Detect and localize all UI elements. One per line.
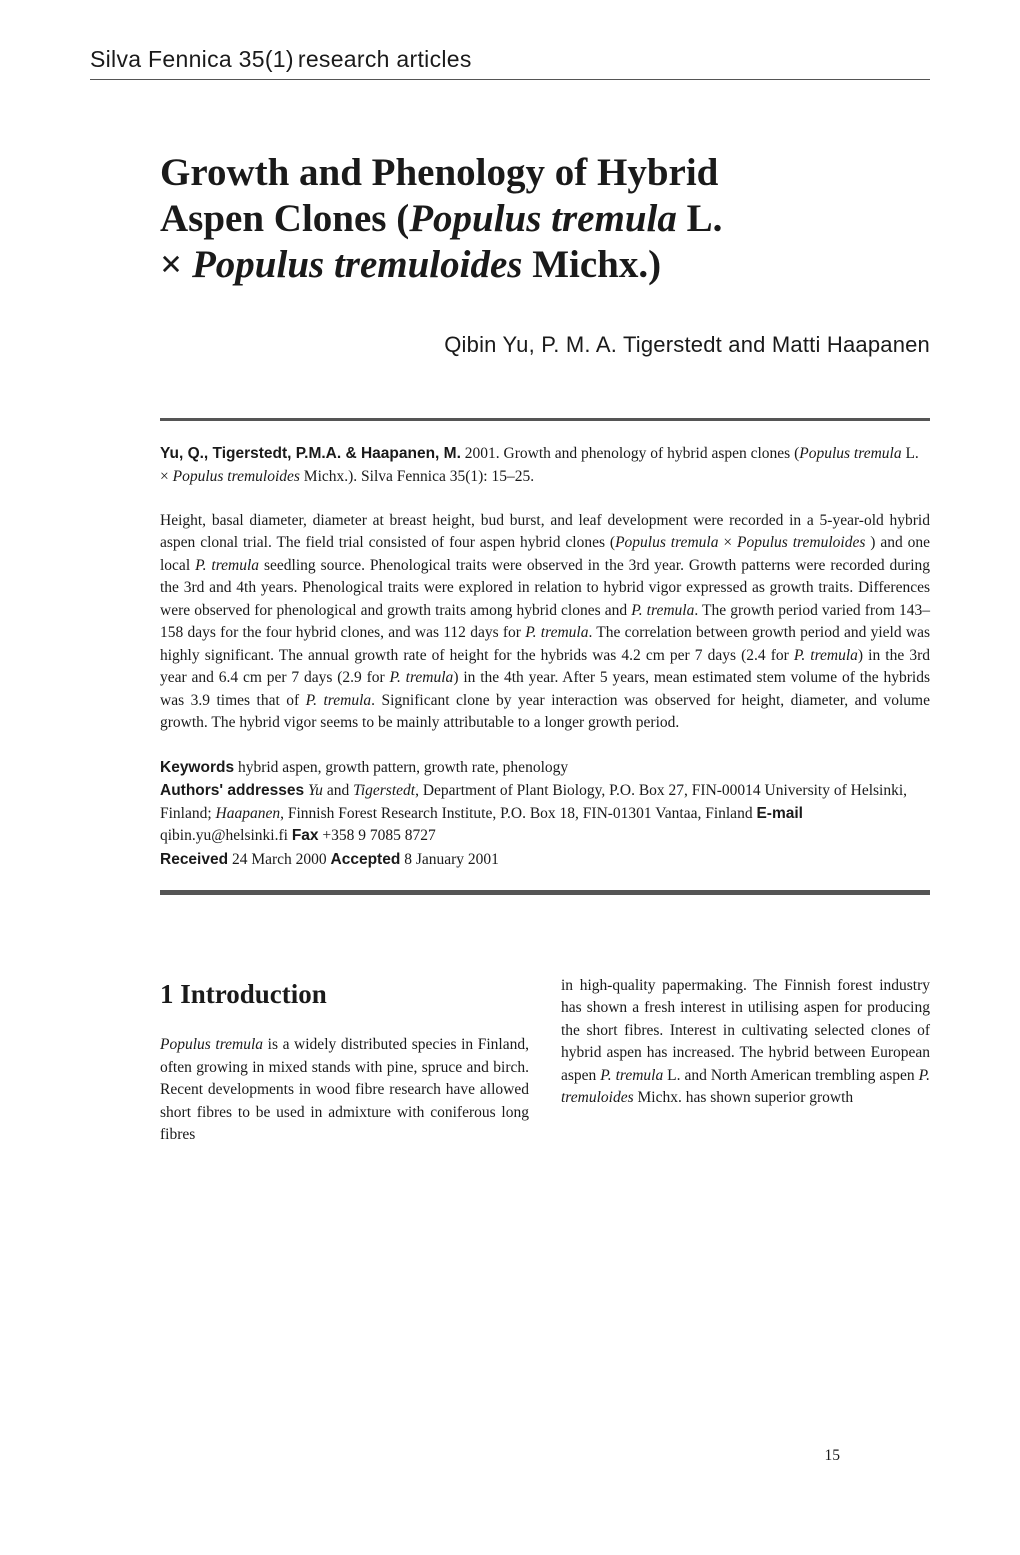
abs-s8: P. tremula: [306, 692, 371, 709]
body-species-r1: P. tremula: [600, 1067, 663, 1084]
abs-s1: Populus tremula: [615, 534, 718, 551]
received-label: Received: [160, 851, 228, 868]
abs-s4: P. tremula: [631, 602, 694, 619]
received-line: Received 24 March 2000 Accepted 8 Januar…: [160, 849, 930, 871]
addr-a2: and: [323, 782, 353, 799]
abs-s3: P. tremula: [195, 557, 259, 574]
addr-name2: Tigerstedt: [353, 782, 415, 799]
citation-tail: Michx.). Silva Fennica 35(1): 15–25.: [300, 468, 534, 485]
abs-s2: Populus tremuloides: [737, 534, 865, 551]
email-text: qibin.yu@helsinki.fi: [160, 827, 292, 844]
intro-p1-right: in high-quality papermaking. The Finnish…: [561, 975, 930, 1110]
intro-p1-left: Populus tremula is a widely distributed …: [160, 1034, 529, 1146]
column-left: 1 Introduction Populus tremula is a wide…: [160, 975, 529, 1146]
addr-name1: Yu: [308, 782, 323, 799]
accepted-label: Accepted: [331, 851, 401, 868]
body-columns: 1 Introduction Populus tremula is a wide…: [160, 975, 930, 1146]
body-species-left: Populus tremula: [160, 1036, 263, 1053]
title-line2-pre: Aspen Clones (: [160, 197, 409, 240]
citation-species1: Populus tremula: [799, 445, 901, 462]
abs-s7: P. tremula: [389, 669, 453, 686]
article-type: research articles: [298, 46, 472, 72]
title-line1: Growth and Phenology of Hybrid: [160, 151, 718, 194]
main-content: Growth and Phenology of Hybrid Aspen Clo…: [90, 150, 930, 1147]
citation-line: Yu, Q., Tigerstedt, P.M.A. & Haapanen, M…: [160, 443, 930, 488]
received-text: 24 March 2000: [228, 851, 330, 868]
fax-text: +358 9 7085 8727: [319, 827, 436, 844]
citation-names: Yu, Q., Tigerstedt, P.M.A. & Haapanen, M…: [160, 445, 461, 462]
title-line3-pre: ×: [160, 243, 192, 286]
addr-a4: , Finnish Forest Research Institute, P.O…: [280, 805, 756, 822]
fax-label: Fax: [292, 827, 319, 844]
title-line2-post: L.: [677, 197, 723, 240]
addresses-line: Authors' addresses Yu and Tigerstedt, De…: [160, 780, 930, 847]
header-bar: Silva Fennica 35(1) research articles: [90, 46, 930, 80]
keywords-text: hybrid aspen, growth pattern, growth rat…: [234, 759, 568, 776]
body-col2-b: L. and North American trembling aspen: [663, 1067, 918, 1084]
keywords-label: Keywords: [160, 759, 234, 776]
page-container: { "header": { "journal": "Silva Fennica …: [90, 46, 930, 1495]
journal-issue: Silva Fennica 35(1): [90, 46, 294, 72]
abs-s5: P. tremula: [525, 624, 588, 641]
title-species1: Populus tremula: [409, 197, 677, 240]
abstract-block: Yu, Q., Tigerstedt, P.M.A. & Haapanen, M…: [160, 418, 930, 895]
accepted-text: 8 January 2001: [400, 851, 499, 868]
section-heading: 1 Introduction: [160, 975, 529, 1014]
keywords-line: Keywords hybrid aspen, growth pattern, g…: [160, 757, 930, 779]
citation-year: 2001. Growth and phenology of hybrid asp…: [461, 445, 799, 462]
abs-s6: P. tremula: [794, 647, 858, 664]
column-right: in high-quality papermaking. The Finnish…: [561, 975, 930, 1146]
email-label: E-mail: [756, 805, 803, 822]
addr-name3: Haapanen: [216, 805, 281, 822]
page-number: 15: [825, 1447, 841, 1465]
addresses-label: Authors' addresses: [160, 782, 304, 799]
citation-species2: Populus tremuloides: [173, 468, 300, 485]
title-species2: Populus tremuloides: [192, 243, 522, 286]
article-title: Growth and Phenology of Hybrid Aspen Clo…: [160, 150, 930, 288]
authors-line: Qibin Yu, P. M. A. Tigerstedt and Matti …: [160, 332, 930, 358]
abs-b: ×: [718, 534, 737, 551]
abstract-text: Height, basal diameter, diameter at brea…: [160, 510, 930, 735]
title-line3-post: Michx.): [522, 243, 661, 286]
body-col2-c: Michx. has shown superior growth: [634, 1089, 854, 1106]
